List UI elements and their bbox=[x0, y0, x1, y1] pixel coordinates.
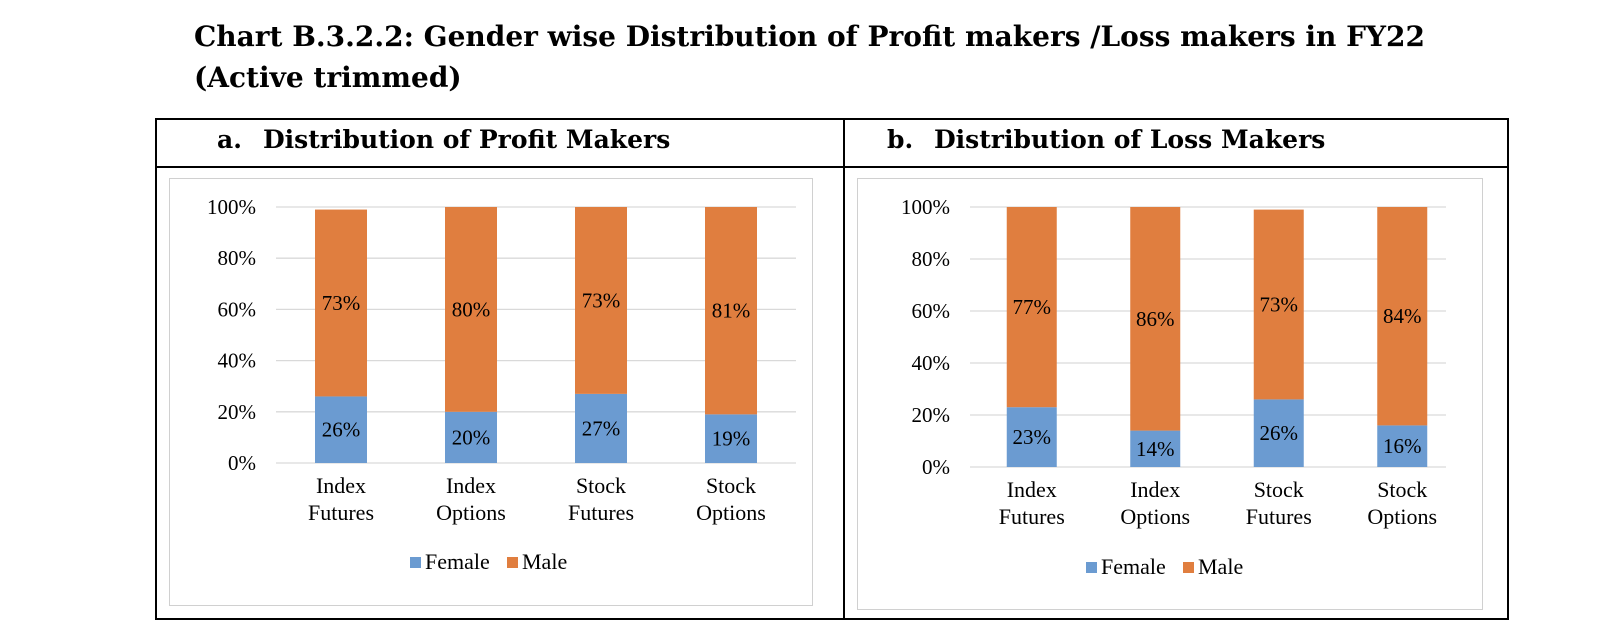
loss-makers-chart: 0%20%40%60%80%100%23%77%IndexFutures14%8… bbox=[901, 195, 1446, 579]
panel-title: Distribution of Loss Makers bbox=[934, 125, 1326, 154]
x-tick-label: Futures bbox=[999, 504, 1065, 529]
legend-label: Male bbox=[522, 549, 567, 574]
data-label: 81% bbox=[712, 299, 751, 323]
data-label: 16% bbox=[1383, 434, 1422, 458]
data-label: 14% bbox=[1136, 437, 1175, 461]
panel-header: b. Distribution of Loss Makers bbox=[845, 120, 1507, 168]
y-tick-label: 80% bbox=[218, 246, 257, 270]
x-tick-label: Index bbox=[1007, 477, 1057, 502]
bar-female bbox=[1377, 425, 1428, 467]
data-label: 19% bbox=[712, 427, 751, 451]
profit-makers-chart: 0%20%40%60%80%100%26%73%IndexFutures20%8… bbox=[207, 195, 796, 574]
data-label: 84% bbox=[1383, 304, 1422, 328]
data-label: 23% bbox=[1013, 425, 1052, 449]
x-tick-label: Futures bbox=[308, 500, 374, 525]
y-tick-label: 60% bbox=[912, 299, 951, 323]
legend-label: Female bbox=[425, 549, 490, 574]
data-label: 20% bbox=[452, 425, 491, 449]
panel-header: a. Distribution of Profit Makers bbox=[157, 120, 843, 168]
x-tick-label: Stock bbox=[1377, 477, 1427, 502]
chart-title: Chart B.3.2.2: Gender wise Distribution … bbox=[194, 20, 1425, 94]
bar-female bbox=[1130, 430, 1181, 467]
y-tick-label: 0% bbox=[228, 451, 256, 475]
x-tick-label: Options bbox=[1120, 504, 1190, 529]
bar-male bbox=[445, 207, 497, 412]
y-tick-label: 40% bbox=[218, 349, 257, 373]
bar-female bbox=[315, 396, 367, 463]
y-tick-label: 20% bbox=[912, 403, 951, 427]
y-tick-label: 40% bbox=[912, 351, 951, 375]
legend-label: Female bbox=[1101, 554, 1166, 579]
x-tick-label: Index bbox=[316, 473, 366, 498]
panel-profit-makers: a. Distribution of Profit Makers 0% 20% 40… bbox=[157, 120, 845, 618]
chart-area: 0% 20% 40% 60% 80% 100% 23% 77% Index Futures 14% 8… bbox=[857, 178, 1483, 610]
y-tick-label: 20% bbox=[218, 400, 257, 424]
bar-male bbox=[1130, 207, 1181, 431]
chart-area: 0% 20% 40% 60% 80% 100% 26% 73% Index Futures 20% 8… bbox=[169, 178, 813, 606]
legend-swatch-male bbox=[1183, 562, 1194, 573]
panel-letter: b. bbox=[887, 125, 914, 154]
data-label: 73% bbox=[322, 291, 361, 315]
x-tick-label: Stock bbox=[576, 473, 626, 498]
bar-male bbox=[705, 207, 757, 415]
x-tick-label: Index bbox=[1130, 477, 1180, 502]
bar-female bbox=[1006, 407, 1057, 467]
data-label: 77% bbox=[1013, 295, 1052, 319]
bar-male bbox=[315, 209, 367, 397]
bar-female bbox=[575, 393, 627, 463]
panel-letter: a. bbox=[217, 125, 242, 154]
bar-male bbox=[1006, 207, 1057, 408]
data-label: 26% bbox=[1260, 421, 1299, 445]
legend-swatch-female bbox=[410, 557, 421, 568]
data-label: 26% bbox=[322, 418, 361, 442]
panel-title: Distribution of Profit Makers bbox=[263, 125, 671, 154]
y-tick-label: 100% bbox=[207, 195, 256, 219]
data-label: 27% bbox=[582, 416, 621, 440]
x-tick-label: Futures bbox=[568, 500, 634, 525]
x-tick-label: Futures bbox=[1246, 504, 1312, 529]
x-tick-label: Options bbox=[696, 500, 766, 525]
x-tick-label: Stock bbox=[1254, 477, 1304, 502]
bar-female bbox=[705, 414, 757, 463]
x-tick-label: Stock bbox=[706, 473, 756, 498]
bar-female bbox=[445, 411, 497, 463]
bar-male bbox=[1377, 207, 1428, 426]
legend-swatch-female bbox=[1086, 562, 1097, 573]
data-label: 86% bbox=[1136, 307, 1175, 331]
bar-female bbox=[1253, 399, 1304, 467]
x-tick-label: Index bbox=[446, 473, 496, 498]
y-tick-label: 0% bbox=[922, 455, 950, 479]
chart-table-frame: a. Distribution of Profit Makers 0% 20% 40… bbox=[155, 118, 1509, 620]
data-label: 73% bbox=[582, 288, 621, 312]
y-tick-label: 60% bbox=[218, 297, 257, 321]
legend-label: Male bbox=[1198, 554, 1243, 579]
x-tick-label: Options bbox=[436, 500, 506, 525]
bar-male bbox=[575, 207, 627, 394]
panel-loss-makers: b. Distribution of Loss Makers 0% 20% 40% 6… bbox=[845, 120, 1507, 618]
bar-male bbox=[1253, 209, 1304, 400]
legend-swatch-male bbox=[507, 557, 518, 568]
data-label: 80% bbox=[452, 297, 491, 321]
x-tick-label: Options bbox=[1367, 504, 1437, 529]
y-tick-label: 80% bbox=[912, 247, 951, 271]
data-label: 73% bbox=[1260, 293, 1299, 317]
y-tick-label: 100% bbox=[901, 195, 950, 219]
